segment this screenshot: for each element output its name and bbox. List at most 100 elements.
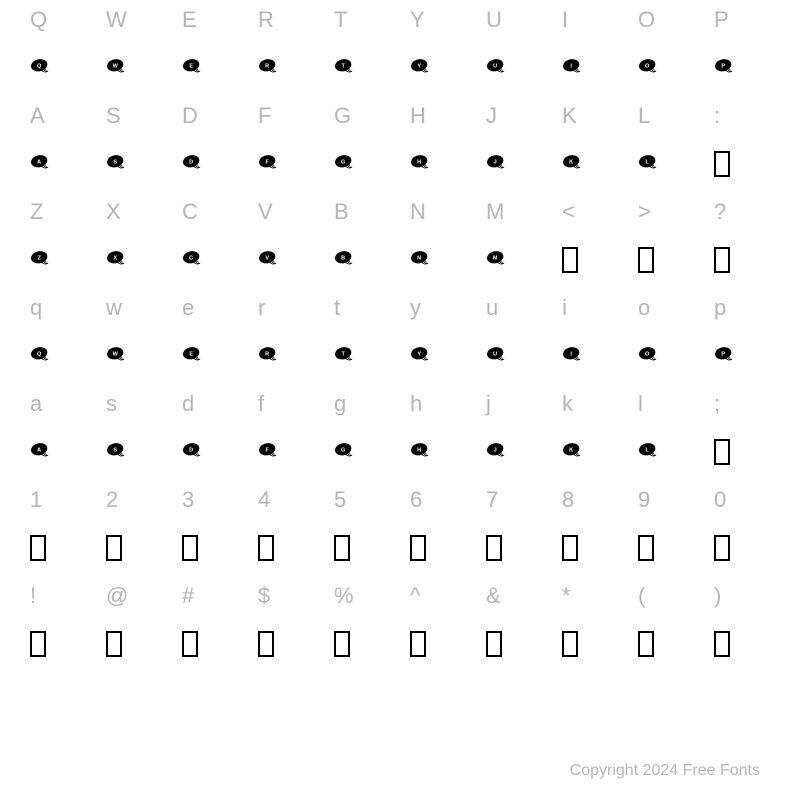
svg-text:J: J <box>494 160 497 166</box>
missing-glyph-box <box>714 439 730 465</box>
lemon-glyph-icon: E <box>172 48 248 88</box>
lemon-glyph-icon: R <box>248 336 324 376</box>
svg-text:A: A <box>37 448 41 454</box>
char-label: e <box>172 288 248 328</box>
char-label: d <box>172 384 248 424</box>
missing-glyph-box <box>334 535 350 561</box>
missing-glyph-box <box>714 631 730 657</box>
lemon-glyph-icon: E <box>172 336 248 376</box>
char-label: 1 <box>20 480 96 520</box>
char-label: 2 <box>96 480 172 520</box>
lemon-glyph-icon: T <box>324 48 400 88</box>
lemon-glyph-icon: T <box>324 336 400 376</box>
lemon-glyph-icon: W <box>96 48 172 88</box>
svg-text:O: O <box>645 64 650 70</box>
lemon-glyph-icon: L <box>628 432 704 472</box>
missing-glyph-icon <box>248 624 324 664</box>
svg-text:S: S <box>113 160 117 166</box>
char-label: P <box>704 0 780 40</box>
svg-text:Q: Q <box>37 352 42 358</box>
char-label: h <box>400 384 476 424</box>
svg-text:H: H <box>417 160 421 166</box>
lemon-glyph-icon: J <box>476 144 552 184</box>
lemon-glyph-icon: P <box>704 48 780 88</box>
lemon-glyph-icon: I <box>552 48 628 88</box>
missing-glyph-box <box>562 535 578 561</box>
char-label: 7 <box>476 480 552 520</box>
char-label: r <box>248 288 324 328</box>
svg-text:J: J <box>494 448 497 454</box>
char-label: & <box>476 576 552 616</box>
lemon-glyph-icon: A <box>20 144 96 184</box>
char-label: j <box>476 384 552 424</box>
svg-text:E: E <box>189 352 193 358</box>
missing-glyph-box <box>410 535 426 561</box>
lemon-glyph-icon: O <box>628 48 704 88</box>
svg-text:K: K <box>569 448 573 454</box>
lemon-glyph-icon: W <box>96 336 172 376</box>
svg-text:Y: Y <box>417 352 421 358</box>
svg-text:N: N <box>417 256 421 262</box>
missing-glyph-icon <box>400 528 476 568</box>
lemon-glyph-icon: G <box>324 144 400 184</box>
svg-text:U: U <box>493 352 497 358</box>
svg-text:O: O <box>645 352 650 358</box>
char-label: H <box>400 96 476 136</box>
lemon-glyph-icon: K <box>552 144 628 184</box>
lemon-glyph-icon: S <box>96 432 172 472</box>
char-label: ( <box>628 576 704 616</box>
svg-text:R: R <box>265 352 269 358</box>
char-label: B <box>324 192 400 232</box>
svg-text:P: P <box>721 64 725 70</box>
char-label: F <box>248 96 324 136</box>
char-label: f <box>248 384 324 424</box>
char-label: # <box>172 576 248 616</box>
lemon-glyph-icon: Y <box>400 336 476 376</box>
lemon-glyph-icon: N <box>400 240 476 280</box>
missing-glyph-icon <box>172 624 248 664</box>
char-label: o <box>628 288 704 328</box>
svg-text:P: P <box>721 352 725 358</box>
missing-glyph-icon <box>628 240 704 280</box>
lemon-glyph-icon: R <box>248 48 324 88</box>
lemon-glyph-icon: O <box>628 336 704 376</box>
missing-glyph-icon <box>552 240 628 280</box>
missing-glyph-box <box>258 631 274 657</box>
lemon-glyph-icon: H <box>400 432 476 472</box>
missing-glyph-box <box>714 535 730 561</box>
missing-glyph-box <box>258 535 274 561</box>
lemon-glyph-icon: F <box>248 432 324 472</box>
lemon-glyph-icon: L <box>628 144 704 184</box>
char-label: V <box>248 192 324 232</box>
char-label: 4 <box>248 480 324 520</box>
svg-text:D: D <box>189 448 193 454</box>
char-label: U <box>476 0 552 40</box>
svg-text:A: A <box>37 160 41 166</box>
missing-glyph-icon <box>476 528 552 568</box>
char-label: * <box>552 576 628 616</box>
lemon-glyph-icon: S <box>96 144 172 184</box>
char-label: l <box>628 384 704 424</box>
char-label: q <box>20 288 96 328</box>
char-label: ? <box>704 192 780 232</box>
svg-text:E: E <box>189 64 193 70</box>
missing-glyph-icon <box>324 528 400 568</box>
lemon-glyph-icon: Q <box>20 336 96 376</box>
missing-glyph-icon <box>96 528 172 568</box>
char-label: i <box>552 288 628 328</box>
missing-glyph-icon <box>20 624 96 664</box>
char-label: Z <box>20 192 96 232</box>
missing-glyph-icon <box>628 528 704 568</box>
char-label: O <box>628 0 704 40</box>
svg-text:U: U <box>493 64 497 70</box>
char-label: ) <box>704 576 780 616</box>
missing-glyph-icon <box>400 624 476 664</box>
svg-text:G: G <box>341 448 345 454</box>
svg-text:W: W <box>113 352 119 358</box>
lemon-glyph-icon: X <box>96 240 172 280</box>
lemon-glyph-icon: U <box>476 336 552 376</box>
char-label: 5 <box>324 480 400 520</box>
svg-text:D: D <box>189 160 193 166</box>
char-label: S <box>96 96 172 136</box>
char-label: w <box>96 288 172 328</box>
